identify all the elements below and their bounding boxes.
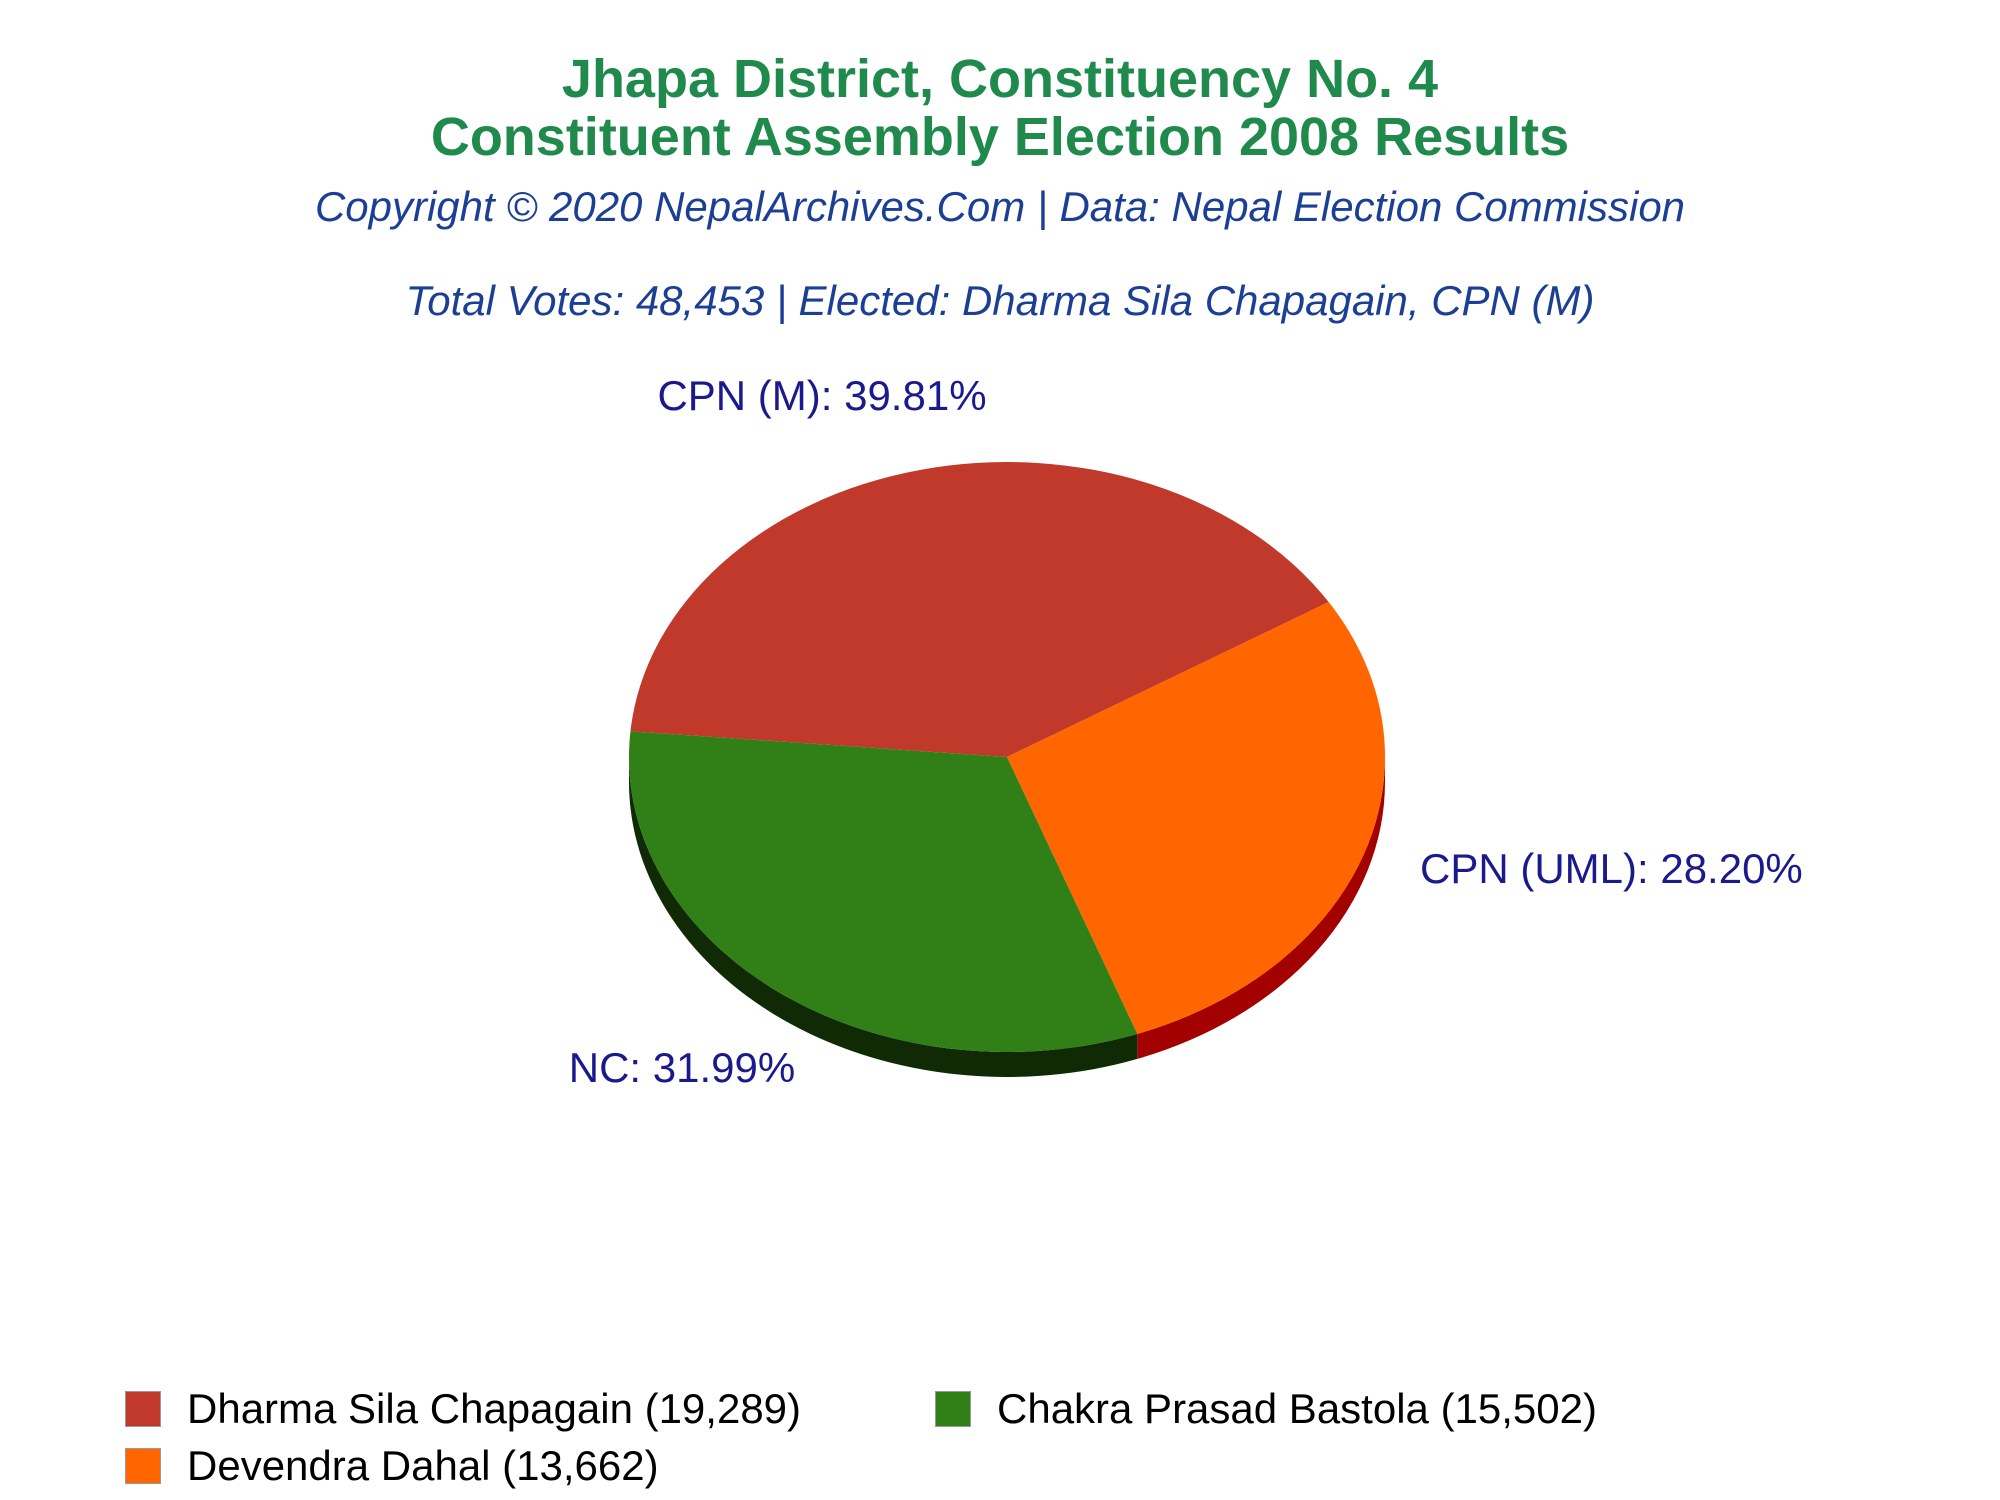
copyright-subtitle: Copyright © 2020 NepalArchives.Com | Dat… [314,183,1686,230]
slice-label-cpn-uml-: CPN (UML): 28.20% [1420,845,1803,892]
legend-label: Dharma Sila Chapagain (19,289) [187,1385,802,1432]
legend-swatch [125,1448,161,1484]
votes-summary-subtitle: Total Votes: 48,453 | Elected: Dharma Si… [405,277,1595,324]
legend-item-devendra-dahal: Devendra Dahal (13,662) [125,1442,659,1490]
pie-slice-cpn-uml- [1007,602,1385,1034]
legend-label: Devendra Dahal (13,662) [187,1442,659,1489]
legend-label: Chakra Prasad Bastola (15,502) [997,1385,1597,1432]
chart-title-line1: Jhapa District, Constituency No. 4 [561,49,1439,109]
pie-side-nc [629,757,1138,1078]
chart-title-line2: Constituent Assembly Election 2008 Resul… [430,107,1570,167]
slice-label-cpn-m-: CPN (M): 39.81% [657,372,986,419]
pie-slice-nc [628,731,1138,1052]
slice-label-nc: NC: 31.99% [569,1044,795,1091]
pie-side-cpn-uml- [1137,757,1385,1059]
legend-item-chakra-prasad-bastola: Chakra Prasad Bastola (15,502) [935,1385,1597,1433]
pie-slice-cpn-m- [630,461,1329,757]
legend-swatch [125,1391,161,1427]
legend-swatch [935,1391,971,1427]
legend-item-dharma-sila-chapagain: Dharma Sila Chapagain (19,289) [125,1385,801,1433]
